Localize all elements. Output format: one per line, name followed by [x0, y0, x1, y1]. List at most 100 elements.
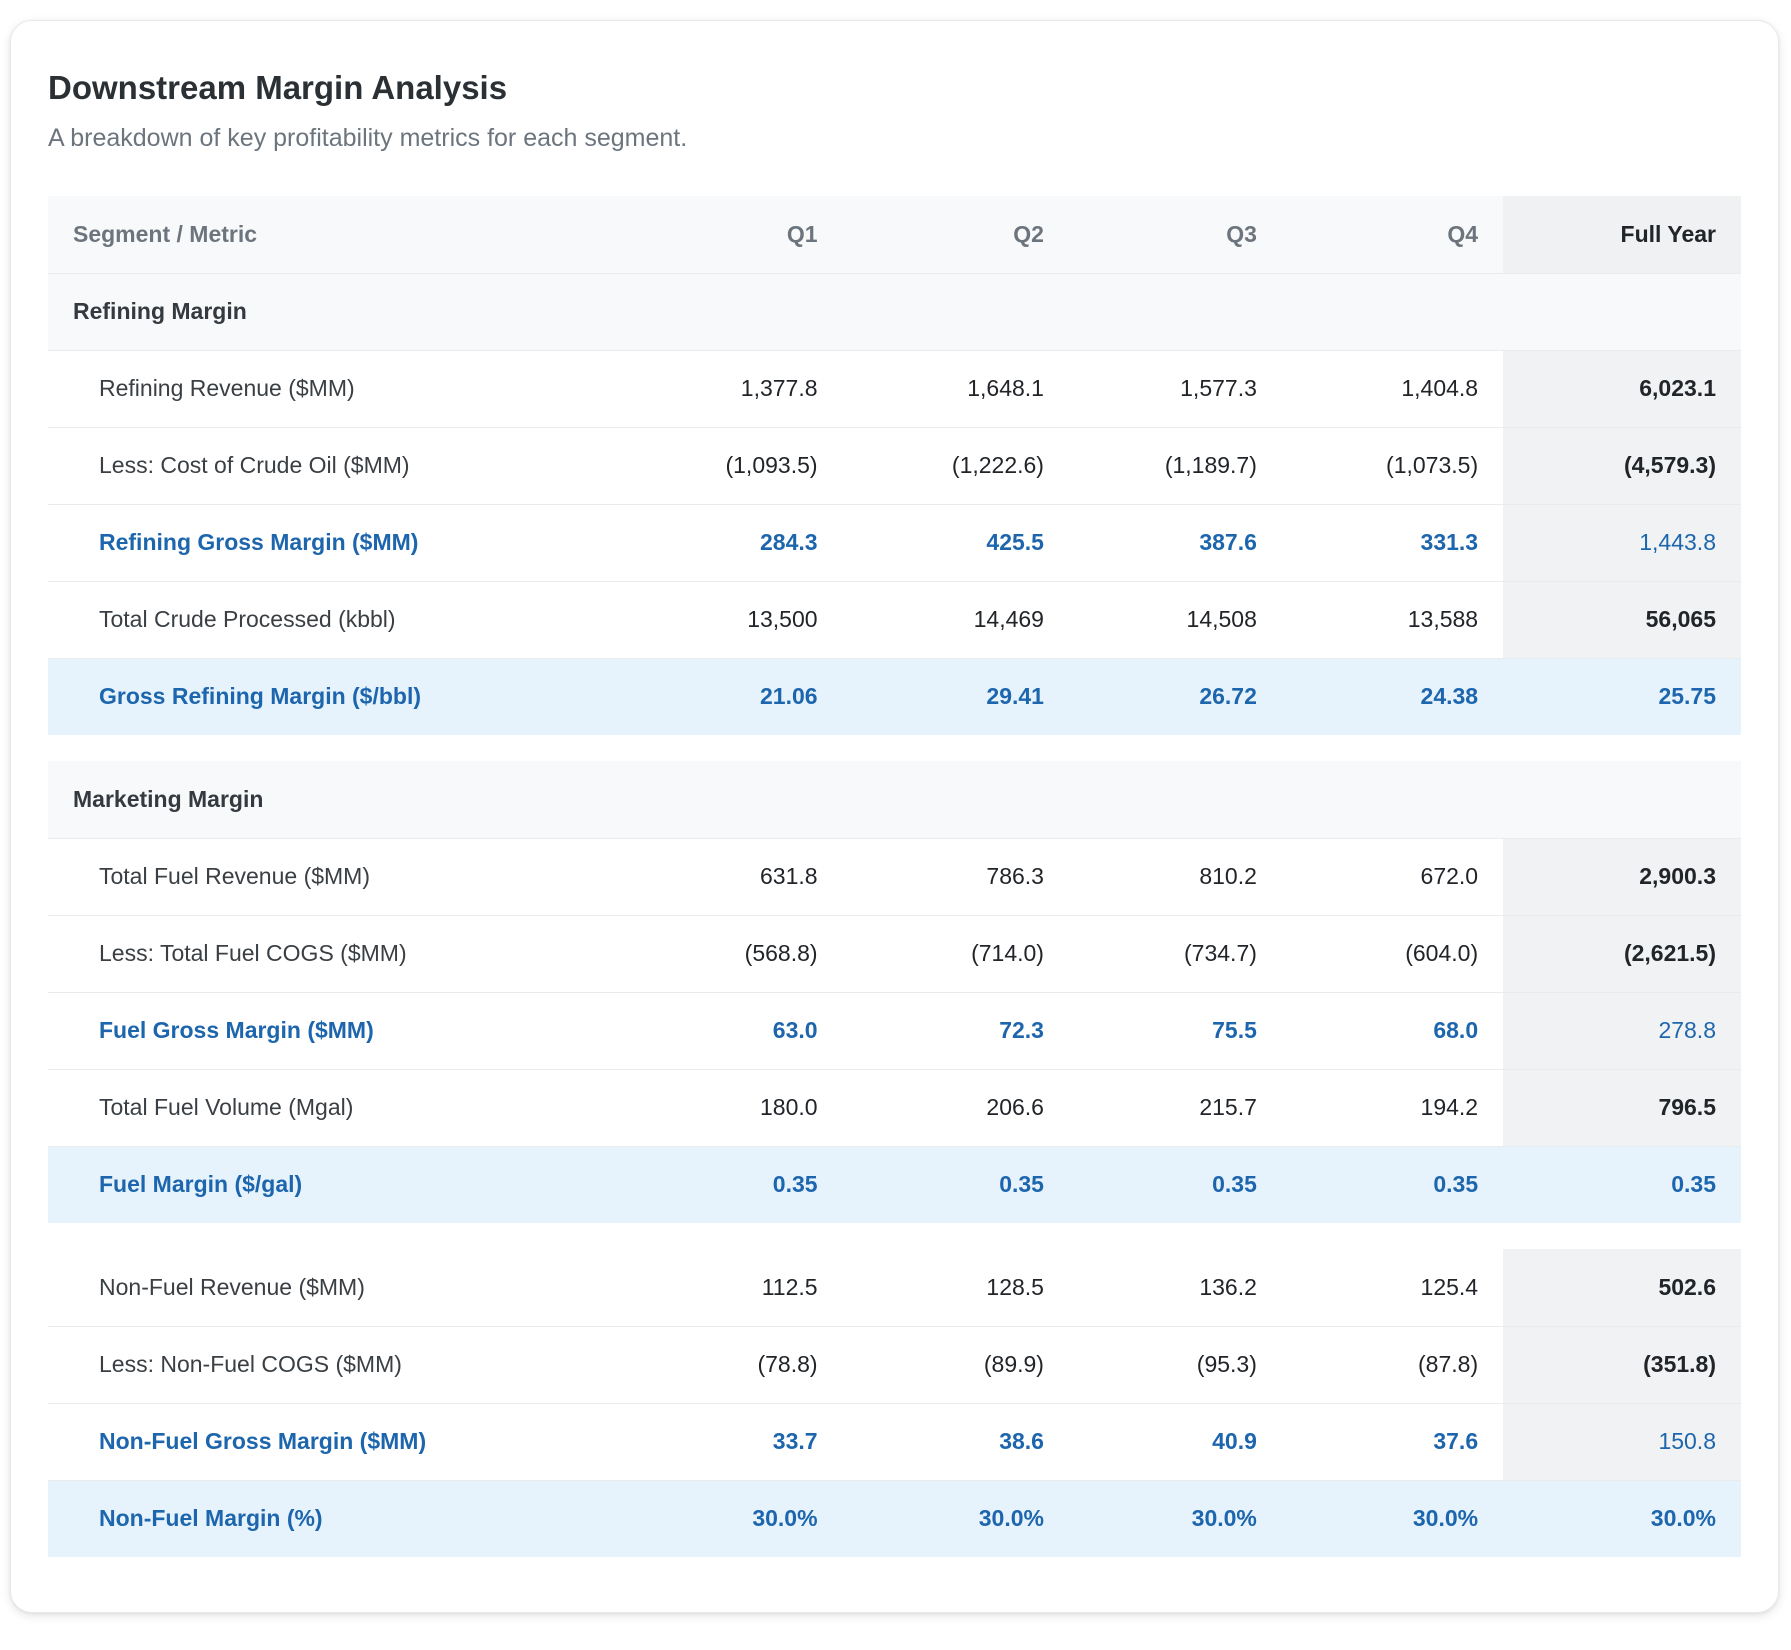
cell-q2: (1,222.6): [842, 427, 1069, 505]
cell-q3: (95.3): [1068, 1326, 1282, 1404]
cell-full-year: 30.0%: [1503, 1480, 1741, 1557]
cell-q1: 63.0: [617, 992, 843, 1070]
cell-q1: 21.06: [617, 658, 843, 735]
cell-full-year: 502.6: [1503, 1249, 1741, 1327]
cell-q3: 215.7: [1068, 1069, 1282, 1147]
column-header-q1: Q1: [617, 196, 843, 274]
cell-q4: (87.8): [1281, 1326, 1504, 1404]
cell-q3: 26.72: [1068, 658, 1282, 735]
cell-q1: 112.5: [617, 1249, 843, 1327]
cell-q1: 1,377.8: [617, 350, 843, 428]
table-row-key-metric: Non-Fuel Margin (%) 30.0% 30.0% 30.0% 30…: [48, 1480, 1741, 1557]
table-row-key-metric: Gross Refining Margin ($/bbl) 21.06 29.4…: [48, 658, 1741, 735]
page-subtitle: A breakdown of key profitability metrics…: [48, 124, 688, 152]
cell-q3: (734.7): [1068, 915, 1282, 993]
cell-full-year: 0.35: [1503, 1146, 1741, 1223]
column-header-metric: Segment / Metric: [48, 196, 618, 274]
cell-q2: (714.0): [842, 915, 1069, 993]
cell-q4: 68.0: [1281, 992, 1504, 1070]
cell-q3: 387.6: [1068, 504, 1282, 582]
cell-q4: 331.3: [1281, 504, 1504, 582]
cell-q4: (604.0): [1281, 915, 1504, 993]
cell-q4: 30.0%: [1281, 1480, 1504, 1557]
row-label: Total Fuel Revenue ($MM): [48, 838, 618, 916]
row-label: Total Crude Processed (kbbl): [48, 581, 618, 659]
row-label: Refining Revenue ($MM): [48, 350, 618, 428]
cell-q4: 1,404.8: [1281, 350, 1504, 428]
margin-table: Segment / Metric Q1 Q2 Q3 Q4 Full Year R…: [48, 196, 1741, 1557]
page-title: Downstream Margin Analysis: [48, 69, 508, 106]
row-label: Less: Non-Fuel COGS ($MM): [48, 1326, 618, 1404]
cell-full-year: 2,900.3: [1503, 838, 1741, 916]
cell-q1: 631.8: [617, 838, 843, 916]
row-label: Refining Gross Margin ($MM): [48, 504, 618, 582]
cell-full-year: 796.5: [1503, 1069, 1741, 1147]
cell-q4: 194.2: [1281, 1069, 1504, 1147]
table-row-gross-margin: Non-Fuel Gross Margin ($MM) 33.7 38.6 40…: [48, 1403, 1741, 1481]
row-label: Gross Refining Margin ($/bbl): [48, 658, 618, 735]
cell-q3: 40.9: [1068, 1403, 1282, 1481]
cell-q4: 0.35: [1281, 1146, 1504, 1223]
column-header-q4: Q4: [1281, 196, 1504, 274]
table-row-key-metric: Fuel Margin ($/gal) 0.35 0.35 0.35 0.35 …: [48, 1146, 1741, 1223]
cell-full-year: (4,579.3): [1503, 427, 1741, 505]
table-row: Total Fuel Volume (Mgal) 180.0 206.6 215…: [48, 1069, 1741, 1147]
column-header-q3: Q3: [1068, 196, 1282, 274]
column-header-full-year: Full Year: [1503, 196, 1741, 274]
cell-q3: 75.5: [1068, 992, 1282, 1070]
section-row-refining: Refining Margin: [48, 273, 1741, 351]
cell-q4: 13,588: [1281, 581, 1504, 659]
cell-q3: 30.0%: [1068, 1480, 1282, 1557]
cell-q2: 38.6: [842, 1403, 1069, 1481]
cell-q1: 284.3: [617, 504, 843, 582]
row-label: Less: Total Fuel COGS ($MM): [48, 915, 618, 993]
cell-q3: 0.35: [1068, 1146, 1282, 1223]
section-title: Marketing Margin: [48, 761, 1741, 839]
table-row: Less: Non-Fuel COGS ($MM) (78.8) (89.9) …: [48, 1326, 1741, 1404]
section-spacer: [48, 735, 1741, 761]
section-spacer: [48, 1223, 1741, 1249]
cell-q1: 13,500: [617, 581, 843, 659]
row-label: Fuel Gross Margin ($MM): [48, 992, 618, 1070]
cell-q1: 180.0: [617, 1069, 843, 1147]
cell-full-year: (351.8): [1503, 1326, 1741, 1404]
cell-q2: 0.35: [842, 1146, 1069, 1223]
cell-q2: 30.0%: [842, 1480, 1069, 1557]
table-row: Less: Total Fuel COGS ($MM) (568.8) (714…: [48, 915, 1741, 993]
cell-q3: 1,577.3: [1068, 350, 1282, 428]
cell-q3: (1,189.7): [1068, 427, 1282, 505]
cell-q1: (568.8): [617, 915, 843, 993]
row-label: Non-Fuel Margin (%): [48, 1480, 618, 1557]
cell-full-year: 25.75: [1503, 658, 1741, 735]
cell-full-year: 56,065: [1503, 581, 1741, 659]
cell-q3: 810.2: [1068, 838, 1282, 916]
table-row: Total Crude Processed (kbbl) 13,500 14,4…: [48, 581, 1741, 659]
row-label: Fuel Margin ($/gal): [48, 1146, 618, 1223]
cell-q1: (1,093.5): [617, 427, 843, 505]
cell-q3: 14,508: [1068, 581, 1282, 659]
margin-analysis-card: Downstream Margin Analysis A breakdown o…: [10, 20, 1779, 1613]
cell-q4: (1,073.5): [1281, 427, 1504, 505]
cell-q2: 206.6: [842, 1069, 1069, 1147]
cell-q1: 30.0%: [617, 1480, 843, 1557]
table-row: Total Fuel Revenue ($MM) 631.8 786.3 810…: [48, 838, 1741, 916]
cell-full-year: 6,023.1: [1503, 350, 1741, 428]
cell-q4: 125.4: [1281, 1249, 1504, 1327]
row-label: Non-Fuel Revenue ($MM): [48, 1249, 618, 1327]
cell-q4: 37.6: [1281, 1403, 1504, 1481]
table-header-row: Segment / Metric Q1 Q2 Q3 Q4 Full Year: [48, 196, 1741, 274]
section-row-marketing: Marketing Margin: [48, 761, 1741, 839]
row-label: Total Fuel Volume (Mgal): [48, 1069, 618, 1147]
cell-q4: 24.38: [1281, 658, 1504, 735]
table-row: Non-Fuel Revenue ($MM) 112.5 128.5 136.2…: [48, 1249, 1741, 1327]
cell-q1: 0.35: [617, 1146, 843, 1223]
cell-q2: 29.41: [842, 658, 1069, 735]
cell-q2: 1,648.1: [842, 350, 1069, 428]
cell-q4: 672.0: [1281, 838, 1504, 916]
cell-full-year: 278.8: [1503, 992, 1741, 1070]
row-label: Less: Cost of Crude Oil ($MM): [48, 427, 618, 505]
cell-full-year: (2,621.5): [1503, 915, 1741, 993]
cell-full-year: 150.8: [1503, 1403, 1741, 1481]
table-row-gross-margin: Refining Gross Margin ($MM) 284.3 425.5 …: [48, 504, 1741, 582]
cell-q2: 14,469: [842, 581, 1069, 659]
